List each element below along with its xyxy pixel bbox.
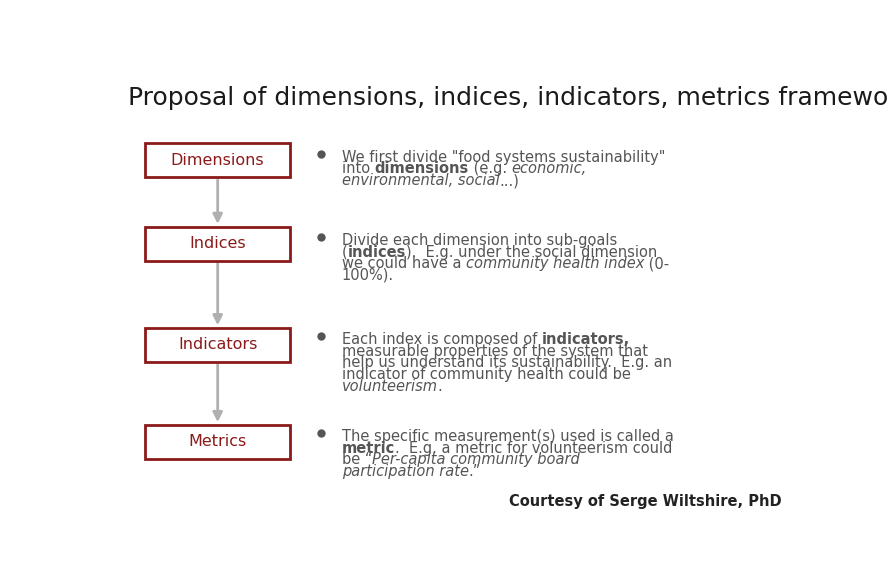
Text: Divide each dimension into sub-goals: Divide each dimension into sub-goals — [342, 233, 617, 248]
Text: ...): ...) — [499, 173, 519, 188]
Text: Proposal of dimensions, indices, indicators, metrics framework: Proposal of dimensions, indices, indicat… — [128, 86, 888, 110]
FancyBboxPatch shape — [146, 425, 289, 459]
Text: help us understand its sustainability.  E.g. an: help us understand its sustainability. E… — [342, 356, 671, 370]
Text: measurable properties of the system that: measurable properties of the system that — [342, 344, 647, 359]
Text: We first divide "food systems sustainability": We first divide "food systems sustainabi… — [342, 150, 665, 165]
Text: Each index is composed of: Each index is composed of — [342, 332, 542, 347]
Text: indices: indices — [347, 245, 406, 260]
Text: Metrics: Metrics — [188, 434, 247, 449]
Text: ).  E.g. under the social dimension: ). E.g. under the social dimension — [406, 245, 657, 260]
Text: (0-: (0- — [644, 256, 670, 271]
Text: .  E.g. a metric for volunteerism could: . E.g. a metric for volunteerism could — [395, 441, 672, 456]
Text: The specific measurement(s) used is called a: The specific measurement(s) used is call… — [342, 429, 673, 444]
Text: environmental, social: environmental, social — [342, 173, 499, 188]
Text: community health index: community health index — [465, 256, 644, 271]
Text: 100%).: 100%). — [342, 268, 393, 283]
Text: metric: metric — [342, 441, 395, 456]
Text: .: . — [438, 378, 442, 394]
Text: Per-capita community board: Per-capita community board — [372, 452, 580, 467]
Text: .”: .” — [469, 464, 481, 479]
Text: into: into — [342, 161, 375, 177]
Text: Indicators: Indicators — [178, 338, 258, 353]
Text: dimensions: dimensions — [375, 161, 469, 177]
Text: participation rate: participation rate — [342, 464, 469, 479]
FancyBboxPatch shape — [146, 227, 289, 260]
Text: indicator of community health could be: indicator of community health could be — [342, 367, 630, 382]
FancyBboxPatch shape — [146, 328, 289, 362]
Text: be “: be “ — [342, 452, 372, 467]
FancyBboxPatch shape — [146, 143, 289, 177]
Text: (: ( — [342, 245, 347, 260]
Text: indicators,: indicators, — [542, 332, 630, 347]
Text: Courtesy of Serge Wiltshire, PhD: Courtesy of Serge Wiltshire, PhD — [510, 494, 782, 510]
Text: (e.g.: (e.g. — [469, 161, 511, 177]
Text: Indices: Indices — [189, 236, 246, 251]
Text: Dimensions: Dimensions — [170, 153, 265, 168]
Text: we could have a: we could have a — [342, 256, 465, 271]
Text: volunteerism: volunteerism — [342, 378, 438, 394]
Text: economic,: economic, — [511, 161, 587, 177]
